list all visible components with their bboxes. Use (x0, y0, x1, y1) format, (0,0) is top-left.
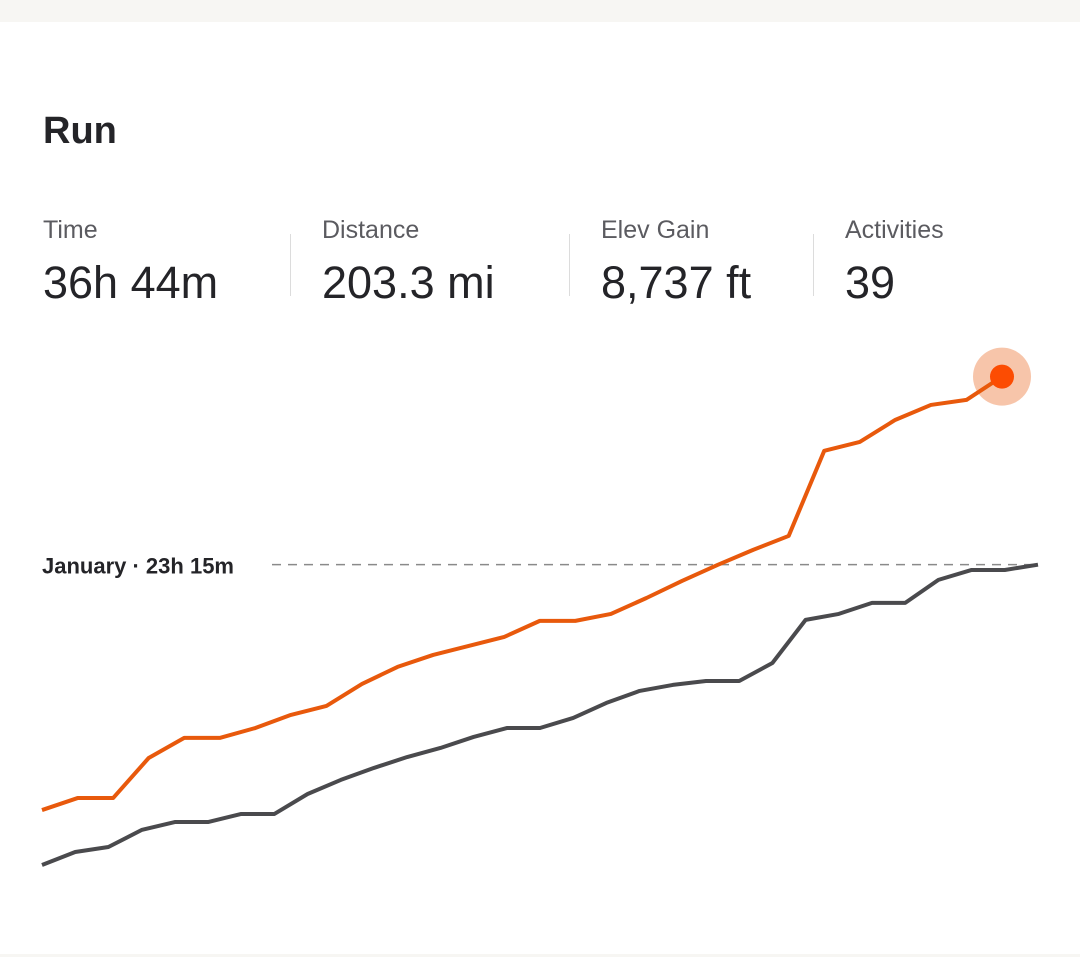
stat-value: 203.3 mi (322, 257, 495, 308)
stat-value: 8,737 ft (601, 257, 752, 308)
series-line (41, 562, 1039, 867)
stat: Time 36h 44m (43, 216, 218, 309)
card: Run Time 36h 44m Distance 203.3 mi Elev Gain… (0, 22, 1080, 954)
stat-value: 36h 44m (43, 257, 219, 308)
stat-value: 39 (845, 257, 896, 308)
stat: Elev Gain 8,737 ft (601, 216, 751, 309)
divider (290, 234, 291, 296)
endpoint (990, 364, 1014, 389)
stat-label: Elev Gain (601, 216, 710, 244)
stat: Activities 39 (845, 216, 944, 309)
stat: Distance 203.3 mi (322, 216, 495, 309)
title: Run (43, 110, 117, 152)
reference-label: January · 23h 15m (42, 554, 234, 579)
series-line (41, 374, 1004, 812)
stat-label: Distance (322, 216, 420, 244)
divider (813, 234, 814, 296)
stat-label: Time (43, 216, 98, 244)
stat-label: Activities (845, 216, 944, 244)
divider (569, 234, 570, 296)
